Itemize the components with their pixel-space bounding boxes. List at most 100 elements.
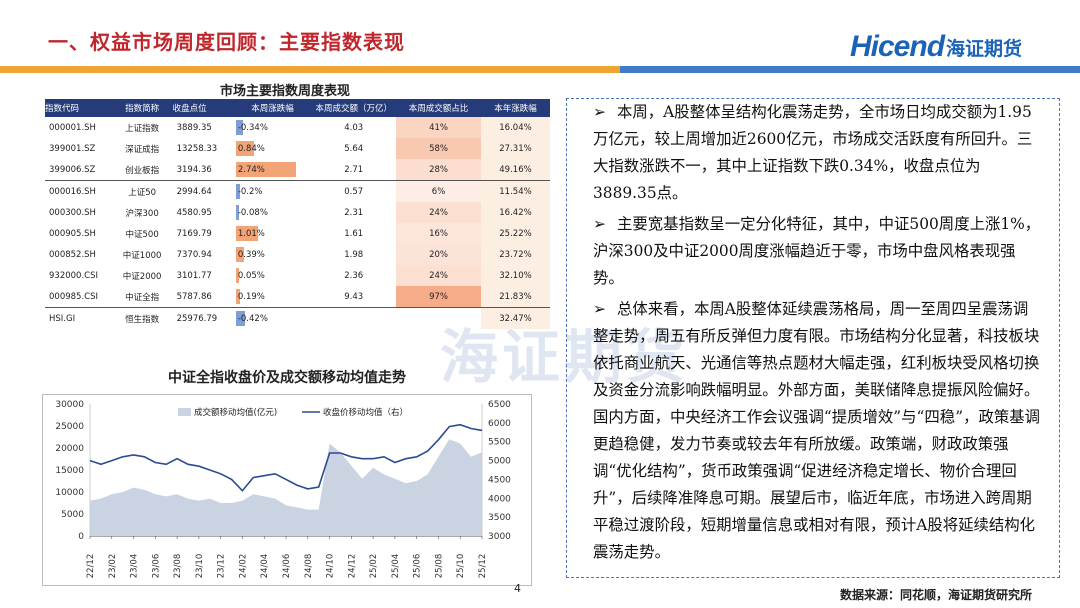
- table-cell-chg: 2.74%: [233, 159, 312, 181]
- change-bar: [235, 226, 258, 241]
- y-left-tick-label: 0: [78, 532, 84, 542]
- x-tick-label: 23/10: [195, 554, 205, 579]
- x-tick-label: 25/06: [413, 554, 423, 579]
- table-cell-share: 41%: [396, 117, 481, 138]
- table-cell-ytd: 32.10%: [480, 265, 550, 286]
- table-cell-close: 7370.94: [176, 249, 212, 260]
- table-cell-code: 000985.CSI: [45, 286, 112, 308]
- table-cell-name: 中证2000: [122, 271, 162, 282]
- table-cell-amount: 2.31: [344, 207, 364, 218]
- table-column-header: 本周涨跌幅: [233, 99, 312, 117]
- arrow-bullet-icon: ➢: [593, 103, 606, 121]
- page-title: 一、权益市场周度回顾：主要指数表现: [48, 30, 405, 54]
- table-row: 000852.SH 中证1000 7370.94 0.39% 1.98 20% 23.72%: [45, 244, 550, 265]
- table-row: 000985.CSI 中证全指 5787.86 0.19% 9.43 97% 21.83%: [45, 286, 550, 308]
- table-cell-amount: 2.36: [344, 270, 364, 281]
- table-row: HSI.GI 恒生指数 25976.79 -0.42% 32.47%: [45, 307, 550, 330]
- table-cell-code: 399006.SZ: [45, 159, 112, 181]
- table-cell-code: HSI.GI: [49, 313, 76, 324]
- table-cell-name: 深证成指: [125, 144, 160, 155]
- table-cell-code: 932000.CSI: [49, 270, 98, 281]
- table-row: 000001.SH 上证指数 3889.35 -0.34% 4.03 41% 16.04%: [45, 117, 550, 138]
- arrow-bullet-icon: ➢: [593, 215, 606, 233]
- table-row: 000905.SH 中证500 7169.79 1.01% 1.61 16% 25.22%: [45, 223, 550, 244]
- table-cell-chg: 0.84%: [234, 138, 311, 159]
- y-left-tick-label: 30000: [55, 400, 84, 410]
- table-column-header: 指数代码: [45, 99, 112, 117]
- legend-label-line: 收盘价移动均值（右）: [323, 407, 408, 418]
- x-tick-label: 25/04: [391, 554, 401, 579]
- table-cell-amount: [311, 308, 396, 330]
- x-tick-label: 23/02: [108, 554, 118, 579]
- change-bar: [235, 268, 239, 283]
- x-tick-label: 24/12: [347, 554, 357, 579]
- table-cell-name: 创业板指: [111, 159, 173, 181]
- table-cell-close: 3889.35: [176, 122, 212, 133]
- table-cell-name: 上证50: [128, 187, 157, 198]
- table-cell-name: 沪深300: [125, 208, 159, 219]
- table-cell-amount: 5.64: [344, 143, 364, 154]
- table-cell-amount: 0.57: [344, 186, 364, 197]
- table-row: 000016.SH 上证50 2994.64 -0.2% 0.57 6% 11.54%: [45, 180, 550, 203]
- table-cell-share: 24%: [396, 265, 481, 286]
- table-row: 399001.SZ 深证成指 13258.33 0.84% 5.64 58% 27.31%: [45, 138, 550, 159]
- table-cell-ytd: 23.72%: [480, 244, 550, 265]
- table-cell-ytd: 49.16%: [480, 159, 550, 181]
- table-cell-close: 13258.33: [176, 143, 218, 154]
- table-cell-code: 000905.SH: [49, 228, 96, 239]
- table-cell-name: 中证1000: [122, 250, 162, 261]
- table-cell-share: 24%: [396, 202, 481, 223]
- data-source: 数据来源：同花顺，海证期货研究所: [840, 588, 1033, 602]
- commentary-paragraph-3: ➢ 总体来看，本周A股整体延续震荡格局，周一至周四呈震荡调整走势，周五有所反弹但力…: [593, 296, 1041, 566]
- table-cell-ytd: 25.22%: [480, 223, 550, 244]
- legend-label-area: 成交额移动均值(亿元): [194, 407, 277, 418]
- x-tick-label: 25/12: [478, 554, 488, 579]
- change-bar: [235, 247, 245, 262]
- y-right-tick-label: 4500: [488, 475, 511, 485]
- table-cell-code: 000300.SH: [49, 207, 96, 218]
- x-tick-label: 24/02: [238, 554, 248, 579]
- table-cell-ytd: 16.42%: [480, 202, 550, 223]
- table-cell-share: 6%: [396, 180, 481, 202]
- x-tick-label: 23/04: [130, 554, 140, 579]
- table-cell-close: 7169.79: [176, 228, 212, 239]
- table-cell-share: 20%: [396, 244, 481, 265]
- table-cell-chg: -0.34%: [234, 117, 311, 138]
- table-column-header: 收盘点位: [172, 99, 234, 117]
- change-bar: [235, 141, 255, 156]
- commentary-paragraph-1: ➢ 本周，A股整体呈结构化震荡走势，全市场日均成交额为1.95万亿元，较上周增加近…: [593, 99, 1041, 207]
- table-row: 932000.CSI 中证2000 3101.77 0.05% 2.36 24% 32.10…: [45, 265, 550, 286]
- table-cell-code: 000852.SH: [49, 249, 96, 260]
- table-column-header: 指数简称: [111, 99, 173, 117]
- table-cell-share: 16%: [396, 223, 481, 244]
- table-cell-chg: 0.39%: [234, 244, 311, 265]
- table-cell-code: 000016.SH: [49, 186, 96, 197]
- change-bar: [235, 120, 244, 135]
- logo-text-cn: 海证期货: [946, 37, 1023, 60]
- table-cell-name: 中证全指: [111, 286, 173, 308]
- x-tick-label: 23/08: [173, 554, 183, 579]
- index-table: 指数代码 指数简称 收盘点位 本周涨跌幅 本周成交额（万亿） 本周成交额占比 本年涨跌幅 0…: [45, 99, 550, 329]
- x-tick-label: 22/12: [86, 554, 96, 579]
- table-row: 399006.SZ 创业板指 3194.36 2.74% 2.71 28% 49.16%: [45, 159, 550, 181]
- y-left-tick-label: 25000: [55, 422, 84, 432]
- table-cell-close: 5787.86: [172, 286, 234, 308]
- table-column-header: 本年涨跌幅: [480, 99, 550, 117]
- table-cell-name: 中证500: [125, 229, 159, 240]
- table-cell-chg: -0.2%: [234, 181, 311, 203]
- y-right-tick-label: 5500: [488, 438, 511, 448]
- table-cell-amount: 9.43: [311, 286, 397, 308]
- table-cell-amount: 1.61: [344, 228, 364, 239]
- table-cell-chg: -0.42%: [234, 308, 311, 330]
- table-header-row: 指数代码 指数简称 收盘点位 本周涨跌幅 本周成交额（万亿） 本周成交额占比 本年涨跌幅: [45, 99, 550, 117]
- x-tick-label: 23/12: [217, 554, 227, 579]
- change-bar: [235, 184, 241, 199]
- table-cell-amount: 4.03: [344, 122, 364, 133]
- table-cell-close: 3101.77: [176, 270, 212, 281]
- y-right-tick-label: 6000: [488, 419, 511, 429]
- table-cell-close: 25976.79: [176, 313, 218, 324]
- y-left-tick-label: 10000: [55, 488, 84, 498]
- table-column-header: 本周成交额（万亿）: [311, 99, 397, 117]
- table-cell-chg: 0.19%: [233, 286, 312, 308]
- series-line-close: [89, 423, 483, 492]
